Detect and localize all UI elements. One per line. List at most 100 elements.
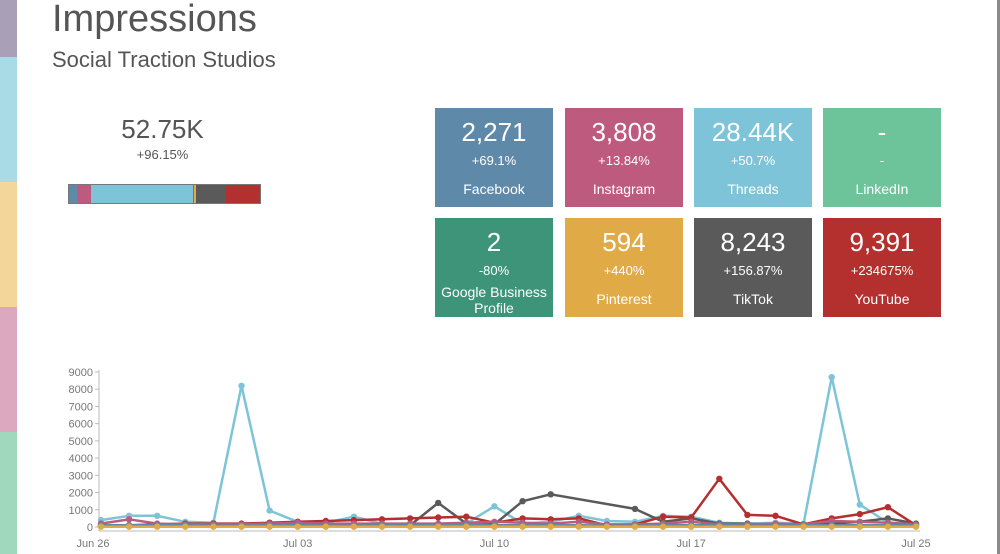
share-segment-tiktok <box>196 185 227 203</box>
data-point-threads <box>856 501 863 508</box>
tile-instagram[interactable]: 3,808 +13.84% Instagram <box>565 108 683 207</box>
x-tick-label: Jul 03 <box>283 538 312 550</box>
data-point-pinterest <box>435 523 442 530</box>
tile-change: +234675% <box>850 263 914 278</box>
data-point-pinterest <box>575 523 582 530</box>
series-line-youtube <box>100 477 917 528</box>
y-tick-label: 8000 <box>69 384 93 396</box>
y-tick-label: 3000 <box>69 470 93 482</box>
data-point-youtube <box>744 511 751 519</box>
impressions-line-chart: 0 1000 2000 3000 4000 5000 6000 7000 8000 9000 Jun… <box>69 367 931 550</box>
tile-label: Google Business Profile <box>441 284 547 316</box>
data-point-pinterest <box>322 523 329 530</box>
tile-facebook[interactable]: 2,271 +69.1% Facebook <box>435 108 553 207</box>
data-point-tiktok <box>631 505 639 513</box>
tile-tiktok[interactable]: 8,243 +156.87% TikTok <box>694 218 812 317</box>
tile-label: LinkedIn <box>855 181 909 197</box>
x-tick-label: Jun 26 <box>76 538 109 550</box>
tile-change: +69.1% <box>471 153 517 168</box>
share-segment-google <box>193 185 195 203</box>
tile-google[interactable]: 2 -80% Google Business Profile <box>435 218 553 317</box>
tile-youtube[interactable]: 9,391 +234675% YouTube <box>823 218 941 317</box>
tile-value: 2,271 <box>461 117 527 147</box>
series-line-threads <box>100 375 917 526</box>
data-point-pinterest <box>182 523 189 530</box>
share-segment-threads <box>90 185 194 203</box>
tile-label: YouTube <box>854 291 910 307</box>
data-point-pinterest <box>884 523 892 530</box>
right-edge-border <box>997 0 1000 554</box>
total-change: +96.15% <box>136 147 189 162</box>
y-tick-label: 7000 <box>69 401 93 413</box>
data-point-pinterest <box>716 523 723 530</box>
data-point-pinterest <box>266 523 273 530</box>
tile-linkedin[interactable]: - - LinkedIn <box>823 108 941 207</box>
data-point-youtube <box>463 513 470 520</box>
data-point-pinterest <box>800 523 807 530</box>
data-point-youtube <box>856 510 863 518</box>
data-point-pinterest <box>238 523 245 530</box>
data-point-threads <box>491 503 498 510</box>
page-subtitle: Social Traction Studios <box>52 47 276 72</box>
data-point-pinterest <box>491 523 498 530</box>
x-tick-label: Jul 25 <box>901 538 930 550</box>
tile-value: 9,391 <box>849 227 915 257</box>
data-point-instagram <box>125 516 133 523</box>
data-point-youtube <box>772 512 779 519</box>
data-point-pinterest <box>912 523 920 530</box>
tile-label: TikTok <box>733 291 773 307</box>
tile-change: -80% <box>478 263 510 278</box>
data-point-pinterest <box>744 523 751 530</box>
tile-change: +13.84% <box>598 153 650 168</box>
tile-label: Threads <box>727 181 779 197</box>
share-segment-pinterest <box>194 185 197 203</box>
y-tick-label: 1000 <box>69 505 93 517</box>
data-point-pinterest <box>210 523 217 530</box>
tile-value: 28.44K <box>711 117 795 147</box>
tile-label: Pinterest <box>596 291 652 307</box>
tile-threads[interactable]: 28.44K +50.7% Threads <box>694 108 812 207</box>
data-point-pinterest <box>772 523 779 530</box>
tile-value: - <box>877 117 887 147</box>
data-point-youtube <box>435 514 442 521</box>
share-segment-instagram <box>77 185 91 203</box>
share-segment-youtube <box>226 185 260 203</box>
data-point-pinterest <box>294 523 301 530</box>
x-tick-label: Jul 17 <box>676 538 705 550</box>
data-point-pinterest <box>603 523 611 530</box>
data-point-youtube <box>659 513 667 520</box>
side-color-strip <box>0 0 17 554</box>
data-point-pinterest <box>350 523 358 530</box>
y-tick-label: 4000 <box>69 453 93 465</box>
x-tick-label: Jul 10 <box>480 538 509 550</box>
tile-value: 8,243 <box>720 227 786 257</box>
tile-change: - <box>879 153 885 168</box>
page-title: Impressions <box>52 0 257 40</box>
share-segment-facebook <box>69 185 78 203</box>
data-point-pinterest <box>154 523 161 530</box>
tile-value: 2 <box>486 227 502 257</box>
data-point-pinterest <box>631 523 639 530</box>
series-line-facebook <box>101 523 916 527</box>
tile-value: 594 <box>602 227 646 257</box>
total-impressions: 52.75K <box>121 114 204 144</box>
data-point-youtube <box>884 504 892 511</box>
data-point-tiktok <box>547 491 554 498</box>
data-point-pinterest <box>406 523 414 530</box>
data-point-pinterest <box>856 523 863 530</box>
tile-value: 3,808 <box>591 117 657 147</box>
y-tick-label: 0 <box>87 522 93 534</box>
data-point-tiktok <box>519 498 526 505</box>
tile-label: Instagram <box>592 181 656 197</box>
tile-change: +440% <box>603 263 645 278</box>
data-point-pinterest <box>378 523 386 530</box>
data-point-threads <box>154 512 161 519</box>
y-tick-label: 5000 <box>69 436 93 448</box>
data-point-pinterest <box>519 523 526 530</box>
data-point-pinterest <box>688 523 695 530</box>
data-point-youtube <box>716 475 723 482</box>
tile-pinterest[interactable]: 594 +440% Pinterest <box>565 218 683 317</box>
tile-label: Facebook <box>463 181 525 197</box>
data-point-tiktok <box>435 499 442 507</box>
